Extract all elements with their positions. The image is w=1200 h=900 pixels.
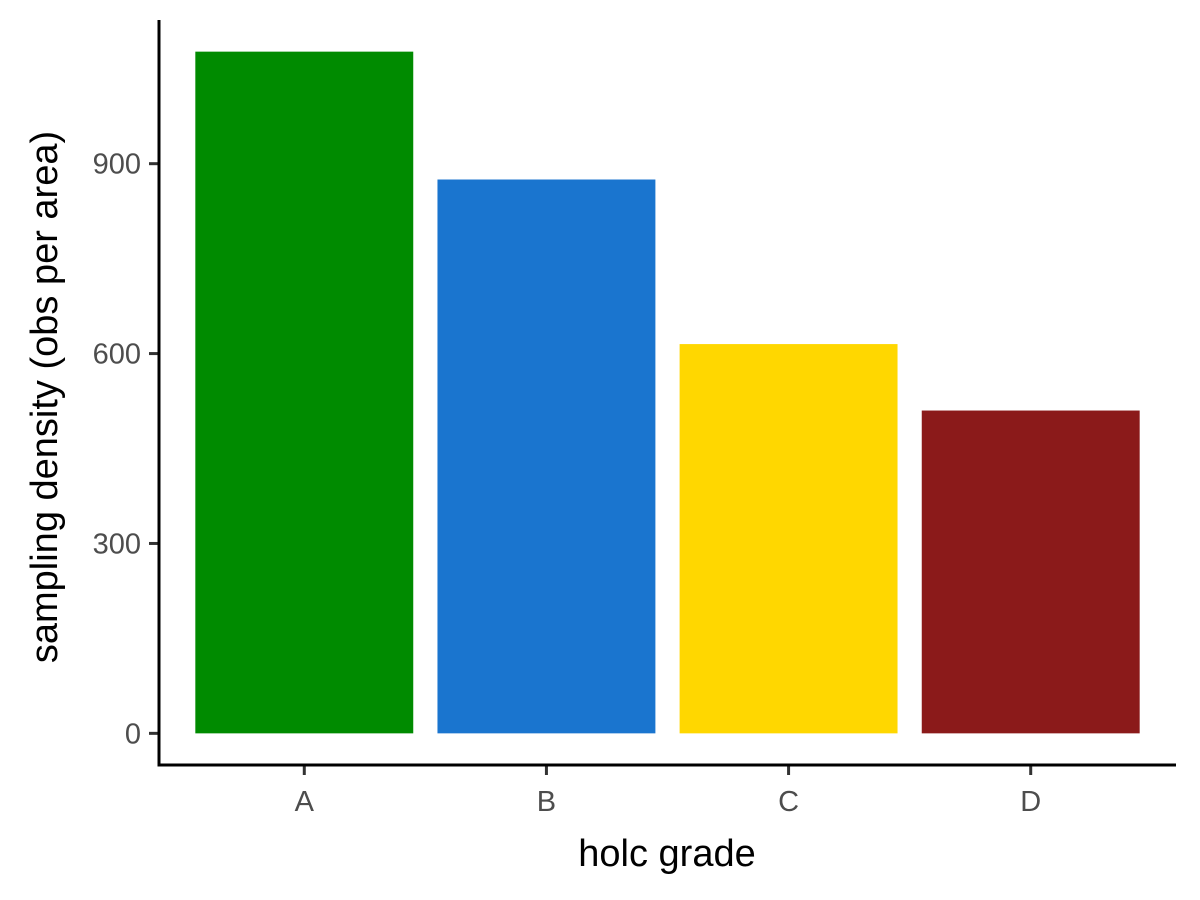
y-axis-ticks: 0 300 600 900 (93, 149, 159, 750)
x-tick-label: D (1020, 786, 1041, 818)
bar-a (195, 51, 414, 734)
x-tick-label: C (778, 786, 799, 818)
bar-d (921, 410, 1140, 734)
bars-group (195, 51, 1140, 734)
bar-b (437, 179, 656, 734)
y-tick-label: 0 (125, 718, 141, 750)
x-tick-label: A (295, 786, 315, 818)
y-axis-title: sampling density (obs per area) (24, 131, 66, 663)
bar-c (679, 344, 898, 734)
x-axis-ticks: A B C D (295, 765, 1041, 818)
y-tick-label: 300 (93, 528, 141, 560)
y-tick-label: 900 (93, 149, 141, 181)
y-tick-label: 600 (93, 339, 141, 371)
x-tick-label: B (537, 786, 556, 818)
x-axis-title: holc grade (578, 833, 755, 875)
